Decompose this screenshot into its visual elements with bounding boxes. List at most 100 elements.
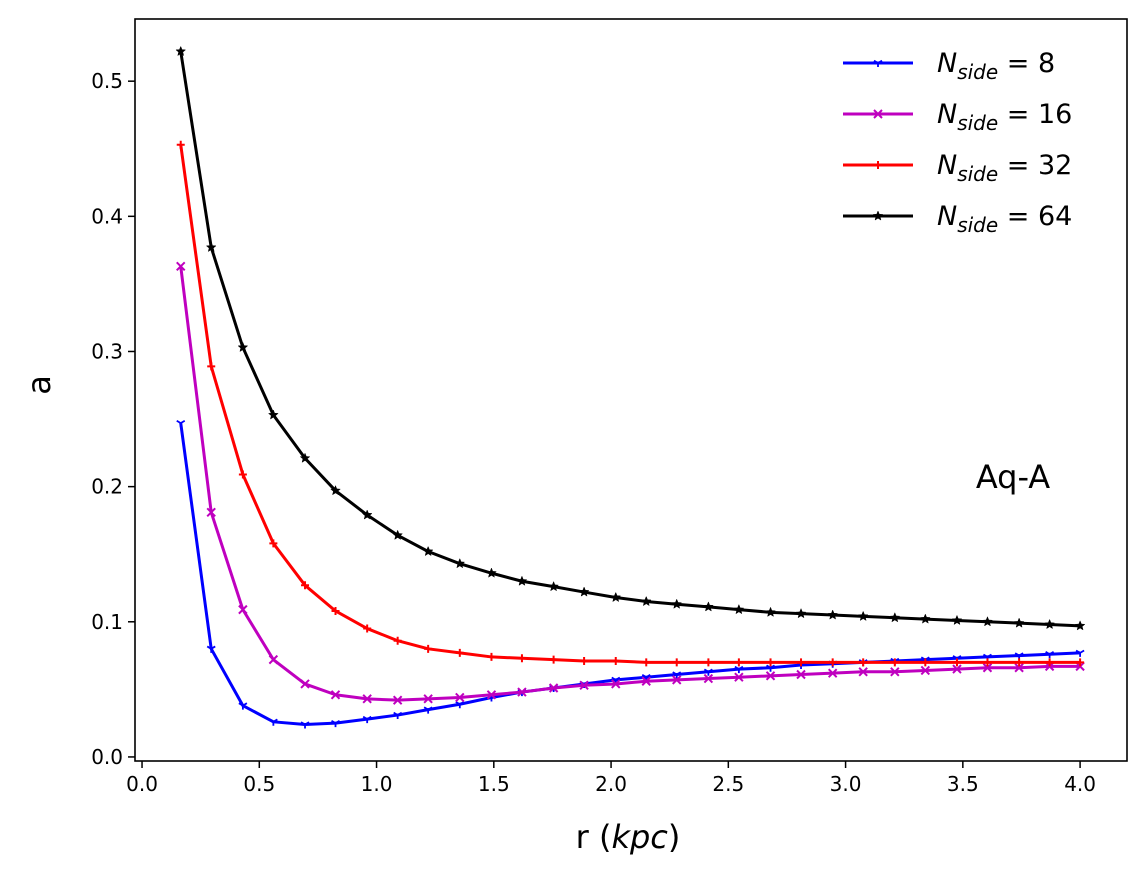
data-point [301, 581, 310, 590]
data-point [176, 261, 186, 272]
data-point [672, 658, 681, 667]
data-point [672, 671, 682, 679]
data-point [920, 665, 931, 676]
plot-frame [134, 18, 1128, 762]
legend-label-value: = 16 [998, 99, 1072, 130]
y-tick-label: 0.4 [91, 204, 123, 228]
series-3 [176, 140, 1085, 667]
x-tick-label: 0.0 [126, 772, 158, 796]
data-point [951, 614, 963, 626]
x-axis-label-unit: kpc [611, 818, 668, 856]
data-point [392, 695, 403, 705]
data-point [703, 668, 713, 676]
y-tick-label: 0.0 [91, 745, 123, 769]
data-point [952, 664, 962, 674]
data-point [1076, 658, 1085, 667]
data-point [330, 485, 341, 496]
data-point [640, 595, 652, 607]
data-point [238, 702, 248, 710]
data-point [1075, 649, 1085, 657]
data-point [330, 690, 341, 700]
data-point [455, 701, 465, 709]
data-point [423, 706, 433, 714]
x-axis-label-main: r ( [576, 818, 612, 856]
data-point [455, 692, 465, 703]
legend-label: Nside = 8 [937, 48, 1055, 84]
data-point [1045, 651, 1055, 659]
data-point [611, 656, 620, 665]
x-axis-label: r (kpc) [576, 818, 681, 856]
data-point [765, 606, 776, 617]
series-4 [175, 45, 1086, 631]
data-point [890, 658, 899, 667]
data-point [857, 610, 869, 621]
data-point [890, 667, 900, 677]
data-point [516, 575, 528, 586]
data-point [733, 603, 745, 615]
data-point [827, 609, 839, 620]
data-point [176, 140, 185, 149]
legend-label-value: = 8 [998, 48, 1055, 79]
data-point [486, 567, 497, 578]
legend-label: Nside = 32 [937, 150, 1072, 186]
data-point [176, 419, 186, 428]
data-point [579, 680, 589, 691]
data-point [299, 452, 311, 463]
data-point [641, 676, 651, 686]
y-tick-label: 0.1 [91, 610, 123, 634]
legend-label-subscript: side [957, 111, 998, 135]
data-point [517, 687, 527, 697]
data-point [610, 591, 622, 603]
series-layer [175, 45, 1086, 729]
legend-label-subscript: side [957, 162, 998, 186]
x-tick-label: 2.0 [595, 772, 627, 796]
data-point [578, 586, 590, 597]
data-point [393, 711, 403, 720]
data-point [795, 608, 807, 619]
x-tick-label: 2.5 [712, 772, 744, 796]
x-tick-label: 1.0 [361, 772, 393, 796]
data-point [422, 545, 434, 557]
data-point [362, 694, 372, 704]
legend-label-subscript: side [957, 60, 998, 84]
legend-swatch-marker [872, 210, 884, 221]
data-point [517, 654, 526, 663]
data-point [392, 529, 404, 540]
series-line [179, 144, 1081, 664]
data-point [952, 658, 961, 667]
data-point [486, 690, 497, 700]
axes-layer: 0.0 0.5 1.0 1.5 2.0 2.5 3.0 3.5 4.0 0.0 0.1 0.2 0.3 0… [91, 69, 1096, 796]
legend-entry-2: Nside = 16 [843, 99, 1072, 135]
data-point [766, 658, 775, 667]
legend-label-main: N [937, 48, 957, 79]
y-tick-label: 0.5 [91, 69, 123, 93]
data-point [300, 679, 310, 689]
y-tick-label: 0.2 [91, 475, 123, 499]
data-point [611, 679, 621, 689]
x-axis-label-close: ) [668, 818, 680, 856]
series-line [179, 422, 1081, 727]
data-point [703, 673, 714, 684]
data-point [797, 658, 806, 667]
data-point [238, 470, 247, 479]
data-point [423, 694, 433, 704]
data-point [268, 654, 279, 665]
data-point [921, 658, 930, 667]
legend-swatch-marker [874, 161, 882, 169]
y-axis-label: a [20, 375, 58, 395]
data-point [207, 362, 216, 371]
data-point [982, 663, 993, 673]
data-point [424, 644, 433, 653]
data-point [1013, 617, 1025, 628]
data-point [487, 652, 496, 661]
data-point [671, 598, 683, 609]
x-tick-label: 4.0 [1064, 772, 1096, 796]
data-point [331, 606, 340, 615]
data-point [982, 616, 993, 627]
data-point [455, 648, 464, 657]
data-point [983, 658, 992, 667]
data-point [889, 612, 901, 623]
data-point [548, 683, 559, 693]
data-point [1014, 663, 1024, 673]
